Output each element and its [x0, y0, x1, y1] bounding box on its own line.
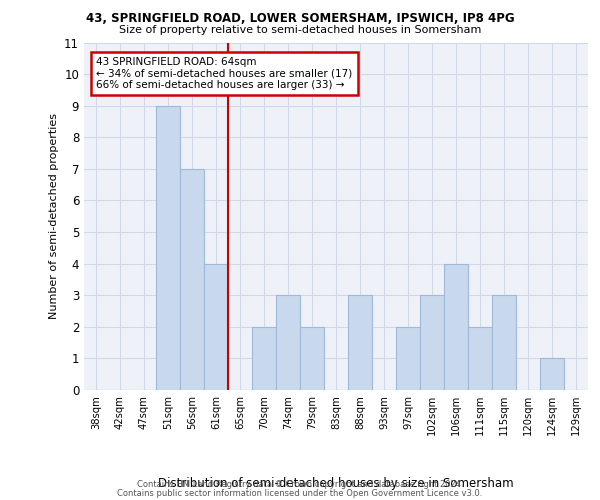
Bar [420, 295, 444, 390]
Text: 43, SPRINGFIELD ROAD, LOWER SOMERSHAM, IPSWICH, IP8 4PG: 43, SPRINGFIELD ROAD, LOWER SOMERSHAM, I… [86, 12, 514, 26]
Bar [492, 295, 516, 390]
Bar [444, 264, 468, 390]
Text: 43 SPRINGFIELD ROAD: 64sqm
← 34% of semi-detached houses are smaller (17)
66% of: 43 SPRINGFIELD ROAD: 64sqm ← 34% of semi… [97, 56, 353, 90]
Bar [204, 264, 228, 390]
Bar [348, 295, 372, 390]
Bar [180, 169, 204, 390]
Text: Size of property relative to semi-detached houses in Somersham: Size of property relative to semi-detach… [119, 25, 481, 35]
Y-axis label: Number of semi-detached properties: Number of semi-detached properties [49, 114, 59, 320]
Bar [276, 295, 300, 390]
Bar [300, 327, 324, 390]
Text: Contains public sector information licensed under the Open Government Licence v3: Contains public sector information licen… [118, 488, 482, 498]
Bar [396, 327, 420, 390]
Bar [540, 358, 564, 390]
Text: Contains HM Land Registry data © Crown copyright and database right 2024.: Contains HM Land Registry data © Crown c… [137, 480, 463, 489]
Bar [468, 327, 492, 390]
Bar [156, 106, 180, 390]
X-axis label: Distribution of semi-detached houses by size in Somersham: Distribution of semi-detached houses by … [158, 477, 514, 490]
Bar [252, 327, 276, 390]
